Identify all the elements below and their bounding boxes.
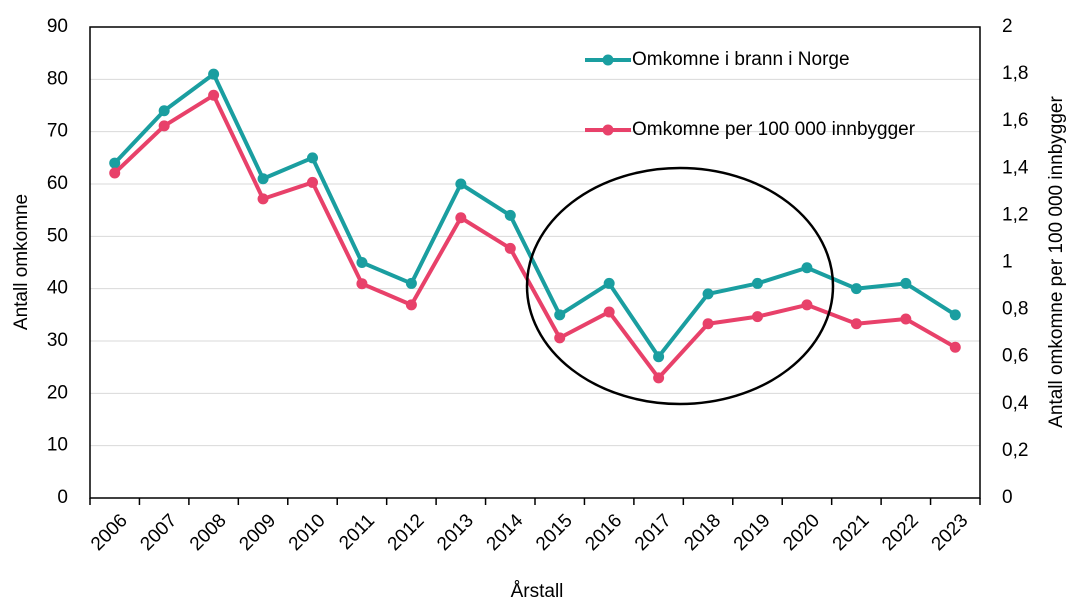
y-tick-label: 10 <box>47 435 68 456</box>
x-tick-label: 2023 <box>928 510 973 555</box>
x-tick-label: 2006 <box>87 510 132 555</box>
data-point <box>208 89 220 101</box>
data-point <box>455 212 467 224</box>
y-tick-label: 30 <box>47 330 68 351</box>
y2-tick-label: 1 <box>1002 252 1013 273</box>
y2-tick-label: 1,4 <box>1002 157 1029 178</box>
y-tick-label: 20 <box>47 382 68 403</box>
legend-marker <box>602 54 614 66</box>
data-point <box>257 173 269 185</box>
data-point <box>752 277 763 289</box>
x-tick-label: 2007 <box>137 510 182 555</box>
y2-tick-label: 0,2 <box>1002 440 1028 461</box>
y2-tick-label: 2 <box>1002 16 1013 37</box>
x-tick-label: 2012 <box>384 510 429 555</box>
y2-axis-title: Antall omkomne per 100 000 innbygger <box>1046 95 1067 427</box>
data-point <box>850 283 862 295</box>
data-point <box>257 193 269 205</box>
x-tick-label: 2022 <box>878 510 923 555</box>
highlight-ellipse <box>525 166 835 406</box>
x-tick-label: 2009 <box>235 510 280 555</box>
y2-tick-label: 0,4 <box>1002 393 1029 414</box>
x-tick-label: 2011 <box>335 510 379 554</box>
y2-tick-label: 0 <box>1002 487 1013 508</box>
y-tick-label: 50 <box>47 225 68 246</box>
data-point <box>554 332 566 344</box>
data-point <box>356 278 368 290</box>
legend-label: Omkomne i brann i Norge <box>632 49 850 70</box>
x-tick-label: 2016 <box>582 510 627 555</box>
data-point <box>702 318 714 330</box>
y-tick-label: 90 <box>47 16 68 37</box>
legend-marker <box>602 124 614 136</box>
data-point <box>949 309 961 321</box>
data-point <box>702 288 714 300</box>
x-axis-title: Årstall <box>511 581 564 602</box>
x-tick-label: 2017 <box>631 510 676 555</box>
series-line <box>113 72 957 359</box>
x-tick-label: 2021 <box>829 510 874 555</box>
data-point <box>307 152 318 164</box>
y2-tick-label: 1,8 <box>1002 63 1028 84</box>
x-tick-label: 2014 <box>483 510 528 555</box>
y-tick-label: 80 <box>47 68 68 89</box>
data-point <box>504 242 516 254</box>
data-point <box>752 311 763 323</box>
data-point <box>455 178 467 190</box>
y-tick-label: 60 <box>47 173 68 194</box>
x-tick-label: 2018 <box>680 510 725 555</box>
x-tick-label: 2019 <box>730 510 775 555</box>
x-tick-label: 2020 <box>779 510 824 555</box>
x-tick-label: 2010 <box>285 510 330 555</box>
data-point <box>653 372 665 384</box>
y-tick-label: 0 <box>57 487 68 508</box>
y2-tick-label: 1,6 <box>1002 110 1028 131</box>
data-point <box>653 351 665 363</box>
x-tick-label: 2015 <box>532 510 577 555</box>
legend-label: Omkomne per 100 000 innbygger <box>632 119 916 140</box>
data-point <box>801 262 813 274</box>
data-point <box>603 306 615 318</box>
y-tick-label: 40 <box>47 278 68 299</box>
data-point <box>307 176 318 188</box>
y-axis-title: Antall omkomne <box>11 194 32 330</box>
data-point <box>158 120 170 132</box>
y2-tick-label: 0,6 <box>1002 346 1028 367</box>
data-point <box>801 299 813 311</box>
data-point <box>356 257 368 268</box>
x-tick-label: 2013 <box>433 510 478 555</box>
data-point <box>603 277 615 289</box>
data-point <box>109 157 121 169</box>
data-point <box>405 299 417 311</box>
y-tick-label: 70 <box>47 121 68 142</box>
data-point <box>208 68 220 80</box>
data-point <box>158 105 170 117</box>
y2-tick-label: 1,2 <box>1002 204 1028 225</box>
data-point <box>554 309 566 321</box>
data-point <box>109 167 121 179</box>
series-line <box>113 93 957 380</box>
data-point <box>405 277 417 289</box>
data-point <box>949 341 961 353</box>
data-point <box>850 318 862 330</box>
data-point <box>900 277 912 289</box>
y2-tick-label: 0,8 <box>1002 299 1028 320</box>
x-tick-label: 2008 <box>186 510 231 555</box>
data-point <box>504 209 516 221</box>
data-point <box>900 313 912 325</box>
